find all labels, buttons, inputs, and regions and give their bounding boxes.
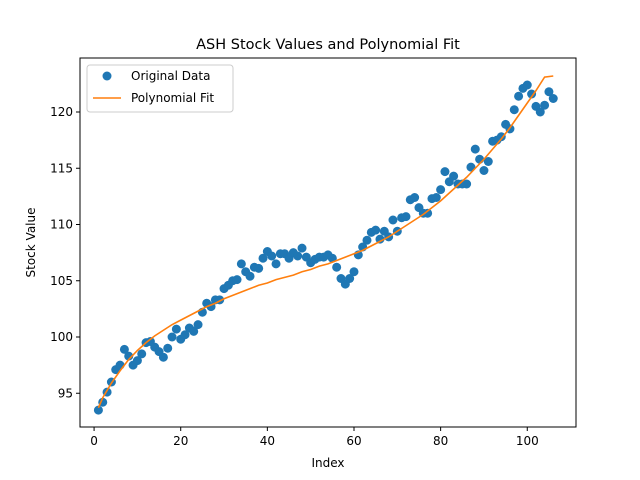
x-tick-label: 60 — [346, 434, 361, 448]
data-point — [189, 326, 199, 336]
data-point — [93, 405, 103, 415]
data-point — [236, 259, 246, 269]
legend: Original Data Polynomial Fit — [86, 64, 234, 113]
data-point — [297, 243, 307, 253]
data-point — [462, 179, 472, 189]
polynomial-fit-line — [97, 75, 554, 409]
data-point — [527, 89, 537, 99]
legend-label-polynomial-fit: Polynomial Fit — [131, 91, 214, 105]
data-point — [158, 352, 168, 362]
data-point — [548, 94, 558, 103]
data-point — [410, 193, 420, 202]
data-point — [115, 360, 125, 370]
x-tick-label: 20 — [173, 434, 188, 448]
y-axis: 95 100 105 110 115 120 — [50, 105, 80, 400]
plot-area — [93, 75, 558, 415]
data-point — [470, 144, 480, 154]
data-point — [362, 235, 372, 245]
data-point — [163, 343, 173, 353]
legend-box — [86, 64, 234, 113]
data-point — [483, 157, 493, 166]
data-point — [258, 253, 268, 263]
data-point — [388, 215, 398, 225]
data-point — [449, 171, 459, 181]
data-point — [119, 344, 129, 354]
data-point — [332, 262, 342, 272]
data-point — [440, 167, 450, 177]
data-point — [423, 208, 433, 218]
data-point — [475, 154, 485, 164]
x-tick-label: 0 — [90, 434, 98, 448]
y-tick-label: 95 — [58, 386, 73, 400]
legend-marker-original-data — [102, 71, 112, 81]
data-point — [124, 351, 134, 361]
data-point — [254, 263, 264, 273]
y-tick-label: 115 — [50, 161, 73, 175]
chart-title: ASH Stock Values and Polynomial Fit — [196, 37, 460, 53]
data-point — [245, 271, 255, 281]
data-point — [375, 234, 385, 244]
y-tick-label: 105 — [50, 274, 73, 288]
x-tick-label: 80 — [433, 434, 448, 448]
y-tick-label: 120 — [50, 105, 73, 119]
data-point — [137, 349, 147, 359]
data-point — [267, 251, 277, 261]
data-point — [535, 107, 545, 117]
data-point — [180, 330, 190, 340]
data-point — [271, 259, 281, 269]
data-point — [349, 267, 359, 277]
data-point — [540, 100, 550, 110]
axes-frame — [79, 57, 577, 428]
y-axis-label: Stock Value — [24, 208, 38, 278]
data-point — [345, 274, 355, 283]
data-point — [522, 80, 532, 90]
data-point — [514, 91, 524, 101]
x-tick-label: 100 — [516, 434, 539, 448]
data-point — [167, 332, 177, 342]
data-point — [193, 320, 203, 330]
data-point — [436, 185, 446, 195]
x-axis: 0 20 40 60 80 100 — [90, 427, 539, 448]
data-point — [496, 132, 506, 142]
data-point — [431, 193, 441, 202]
x-axis-label: Index — [311, 456, 344, 470]
data-point — [544, 87, 554, 97]
y-tick-label: 110 — [50, 218, 73, 232]
data-point — [232, 275, 242, 285]
x-tick-label: 40 — [260, 434, 275, 448]
data-point — [509, 105, 519, 115]
data-point — [371, 225, 381, 235]
data-point — [401, 212, 411, 222]
data-point — [479, 166, 489, 175]
y-tick-label: 100 — [50, 330, 73, 344]
data-point — [171, 324, 181, 334]
legend-label-original-data: Original Data — [131, 69, 210, 83]
data-point — [132, 356, 142, 366]
data-point — [293, 251, 303, 261]
